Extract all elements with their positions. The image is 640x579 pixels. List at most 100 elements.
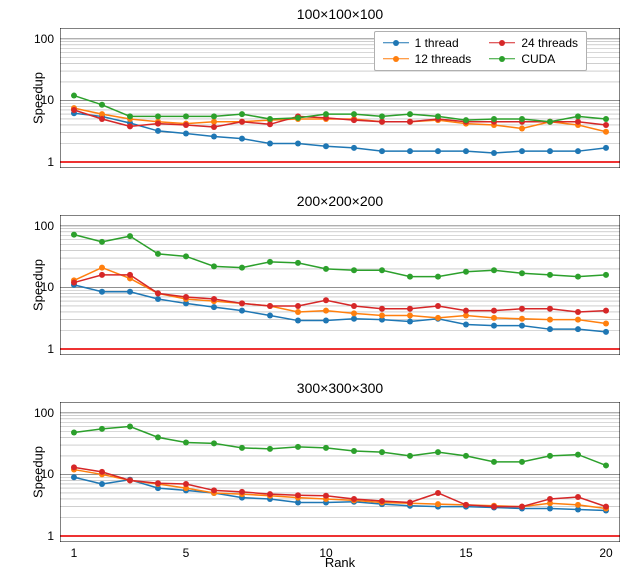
y-tick-label: 10 bbox=[41, 467, 60, 481]
series-marker bbox=[491, 323, 497, 329]
series-marker bbox=[379, 119, 385, 125]
series-marker bbox=[463, 322, 469, 328]
series-marker bbox=[323, 111, 329, 117]
series-marker bbox=[519, 459, 525, 465]
series-marker bbox=[239, 300, 245, 306]
series-marker bbox=[407, 318, 413, 324]
series-marker bbox=[491, 315, 497, 321]
series-marker bbox=[211, 440, 217, 446]
series-marker bbox=[463, 117, 469, 123]
y-tick-label: 100 bbox=[34, 406, 60, 420]
series-marker bbox=[491, 150, 497, 156]
series-marker bbox=[547, 306, 553, 312]
series-marker bbox=[295, 115, 301, 121]
series-marker bbox=[407, 500, 413, 506]
series-marker bbox=[435, 113, 441, 119]
series-marker bbox=[127, 289, 133, 295]
legend-item: 24 threads bbox=[489, 36, 578, 50]
series-marker bbox=[99, 116, 105, 122]
series-marker bbox=[351, 145, 357, 151]
series-marker bbox=[71, 280, 77, 286]
series-marker bbox=[323, 266, 329, 272]
series-marker bbox=[463, 308, 469, 314]
series-marker bbox=[575, 119, 581, 125]
series-marker bbox=[211, 119, 217, 125]
series-marker bbox=[99, 272, 105, 278]
series-marker bbox=[603, 504, 609, 510]
series-marker bbox=[547, 317, 553, 323]
series-marker bbox=[295, 318, 301, 324]
panel-title: 200×200×200 bbox=[60, 193, 620, 209]
legend-label: CUDA bbox=[521, 52, 555, 66]
series-marker bbox=[519, 270, 525, 276]
series-marker bbox=[155, 290, 161, 296]
series-marker bbox=[603, 462, 609, 468]
series-marker bbox=[351, 496, 357, 502]
series-marker bbox=[547, 326, 553, 332]
panel-2: 300×300×300Speedup11010015101520 bbox=[60, 402, 620, 542]
series-marker bbox=[603, 116, 609, 122]
series-marker bbox=[267, 303, 273, 309]
series-marker bbox=[575, 274, 581, 280]
series-marker bbox=[99, 469, 105, 475]
series-marker bbox=[239, 308, 245, 314]
series-marker bbox=[547, 496, 553, 502]
series-marker bbox=[127, 272, 133, 278]
series-marker bbox=[295, 140, 301, 146]
series-marker bbox=[435, 303, 441, 309]
series-marker bbox=[407, 453, 413, 459]
series-line bbox=[74, 268, 606, 324]
series-marker bbox=[323, 318, 329, 324]
series-marker bbox=[211, 124, 217, 130]
series-marker bbox=[463, 148, 469, 154]
series-marker bbox=[267, 140, 273, 146]
series-marker bbox=[127, 113, 133, 119]
series-marker bbox=[379, 498, 385, 504]
series-marker bbox=[155, 113, 161, 119]
series-marker bbox=[435, 315, 441, 321]
series-marker bbox=[267, 446, 273, 452]
series-marker bbox=[99, 289, 105, 295]
series-marker bbox=[491, 308, 497, 314]
series-marker bbox=[575, 317, 581, 323]
series-marker bbox=[267, 116, 273, 122]
series-marker bbox=[71, 232, 77, 238]
series-marker bbox=[519, 316, 525, 322]
series-marker bbox=[575, 494, 581, 500]
series-marker bbox=[71, 93, 77, 99]
series-marker bbox=[491, 116, 497, 122]
series-marker bbox=[295, 309, 301, 315]
y-tick-label: 10 bbox=[41, 280, 60, 294]
series-marker bbox=[239, 111, 245, 117]
legend-label: 1 thread bbox=[415, 36, 459, 50]
legend-item: 1 thread bbox=[383, 36, 472, 50]
series-marker bbox=[323, 493, 329, 499]
series-marker bbox=[295, 444, 301, 450]
series-marker bbox=[379, 306, 385, 312]
series-marker bbox=[351, 448, 357, 454]
y-tick-label: 100 bbox=[34, 219, 60, 233]
series-marker bbox=[183, 294, 189, 300]
series-marker bbox=[99, 426, 105, 432]
series-marker bbox=[435, 501, 441, 507]
panel-title: 300×300×300 bbox=[60, 380, 620, 396]
series-marker bbox=[239, 119, 245, 125]
series-marker bbox=[575, 309, 581, 315]
series-marker bbox=[351, 117, 357, 123]
series-marker bbox=[575, 326, 581, 332]
series-line bbox=[74, 96, 606, 122]
series-marker bbox=[323, 308, 329, 314]
series-line bbox=[74, 110, 606, 127]
series-marker bbox=[127, 123, 133, 129]
series-marker bbox=[155, 434, 161, 440]
series-marker bbox=[407, 274, 413, 280]
series-marker bbox=[295, 260, 301, 266]
series-marker bbox=[155, 296, 161, 302]
series-marker bbox=[71, 464, 77, 470]
series-marker bbox=[407, 119, 413, 125]
series-marker bbox=[491, 267, 497, 273]
series-marker bbox=[379, 113, 385, 119]
series-marker bbox=[239, 445, 245, 451]
series-marker bbox=[379, 148, 385, 154]
series-marker bbox=[547, 272, 553, 278]
